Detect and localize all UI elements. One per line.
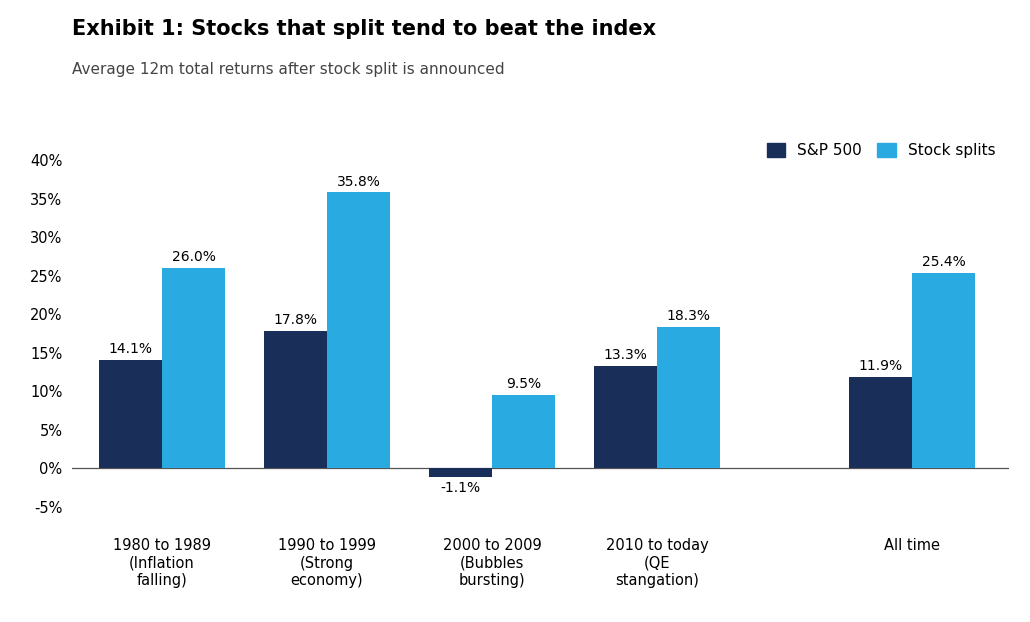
Text: 17.8%: 17.8% [274, 313, 317, 327]
Text: 9.5%: 9.5% [506, 378, 541, 391]
Bar [492, 395, 555, 468]
Text: 13.3%: 13.3% [604, 348, 648, 362]
Bar [657, 327, 720, 468]
Text: 26.0%: 26.0% [172, 250, 215, 264]
Text: -1.1%: -1.1% [441, 481, 481, 495]
Bar [328, 192, 390, 468]
Text: 18.3%: 18.3% [666, 310, 711, 323]
Bar [849, 377, 912, 468]
Bar [99, 360, 162, 468]
Text: 25.4%: 25.4% [922, 255, 965, 269]
Text: 14.1%: 14.1% [108, 342, 152, 356]
Text: 11.9%: 11.9% [858, 359, 902, 373]
Bar [594, 366, 657, 468]
Bar [430, 468, 492, 477]
Text: 35.8%: 35.8% [337, 175, 380, 188]
Bar [912, 272, 975, 468]
Text: Average 12m total returns after stock split is announced: Average 12m total returns after stock sp… [72, 62, 505, 77]
Bar [264, 331, 328, 468]
Text: Exhibit 1: Stocks that split tend to beat the index: Exhibit 1: Stocks that split tend to bea… [72, 19, 656, 39]
Bar [162, 268, 226, 468]
Legend: S&P 500, Stock splits: S&P 500, Stock splits [761, 137, 1002, 164]
